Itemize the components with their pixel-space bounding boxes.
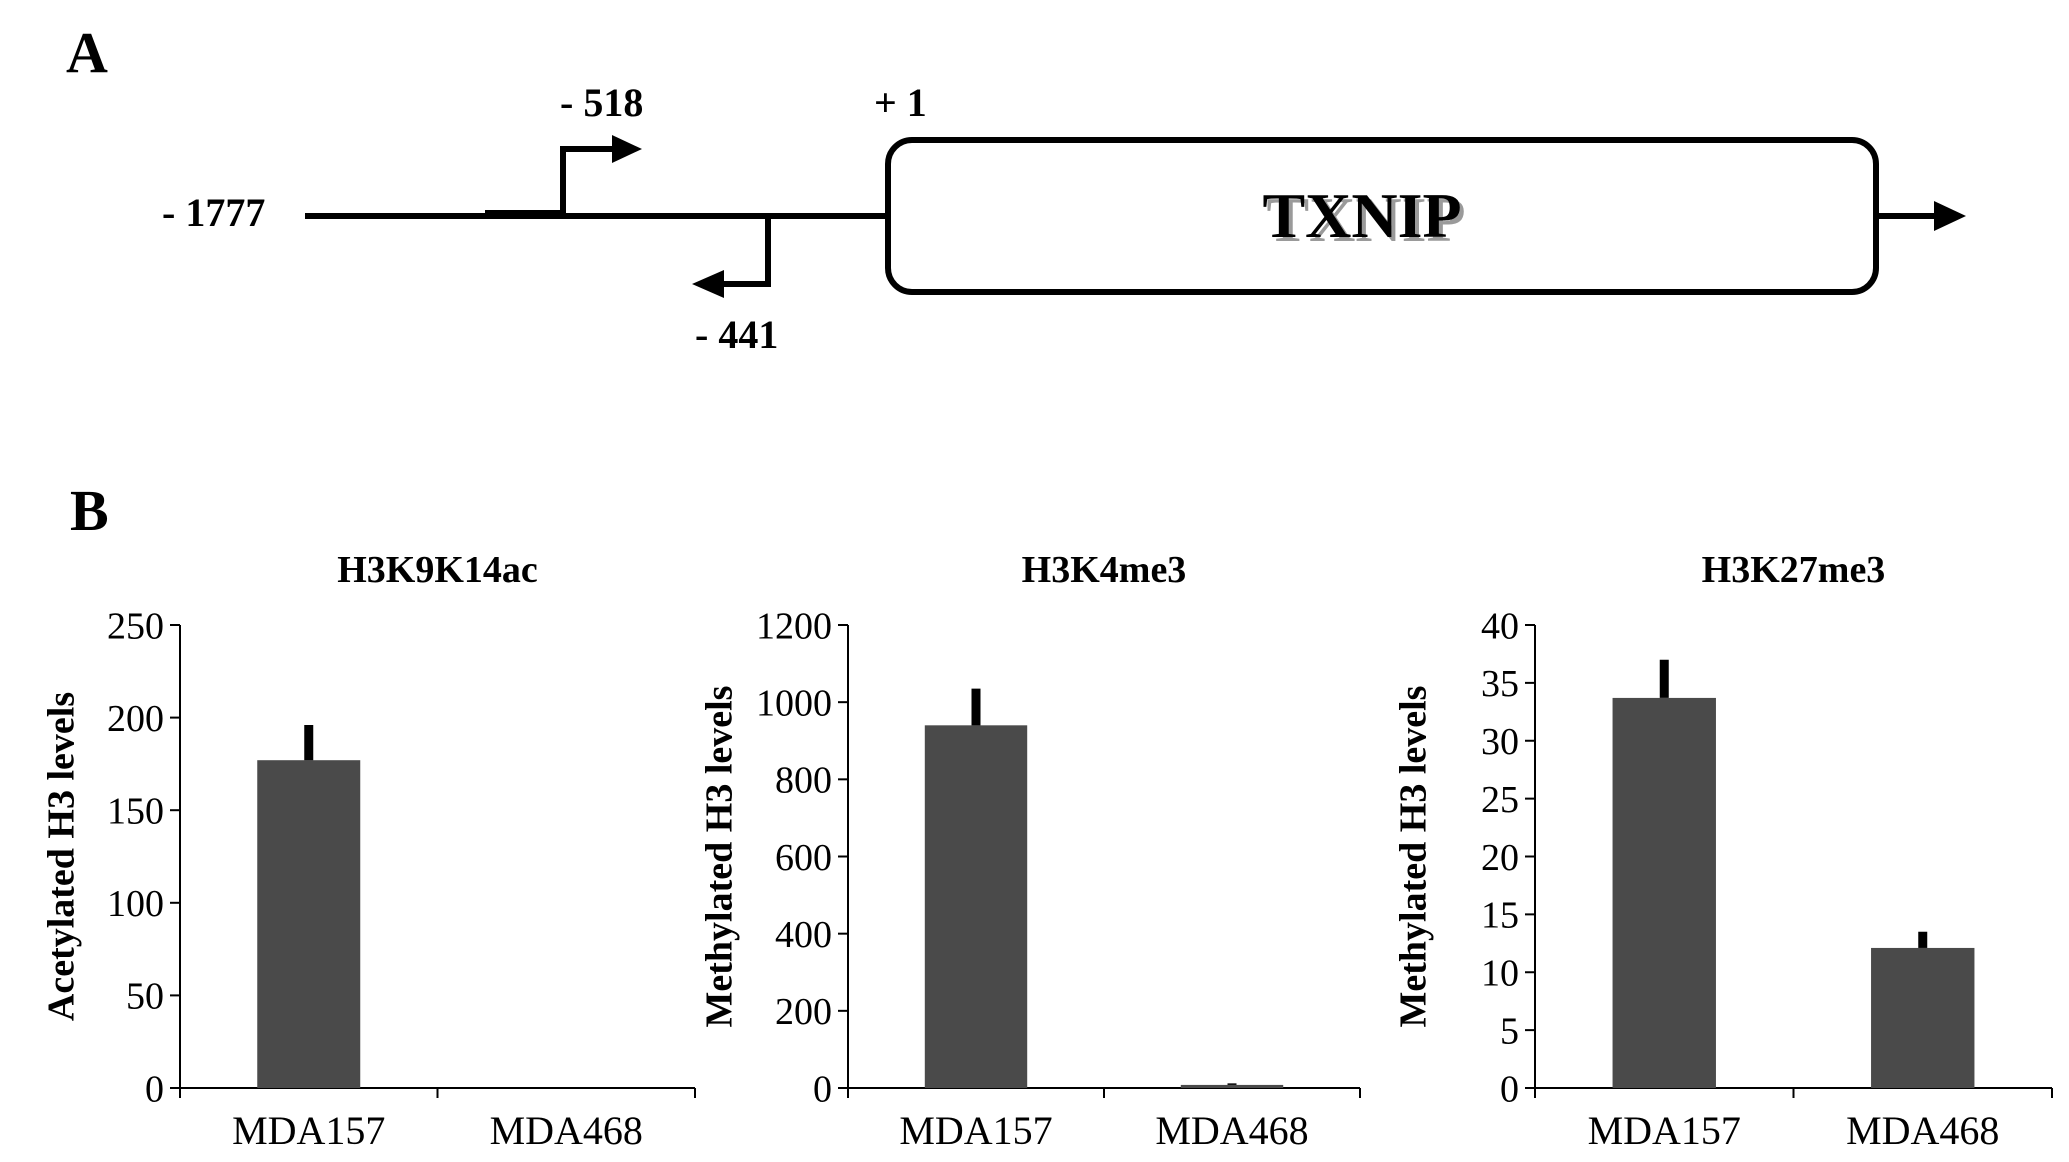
y-tick-label: 150: [107, 791, 164, 833]
reverse-primer-arrowhead: [692, 270, 724, 298]
y-tick-label: 800: [775, 760, 832, 802]
y-tick-label: 0: [145, 1068, 164, 1110]
y-tick-label: 40: [1481, 605, 1519, 647]
bar-mda157: [924, 725, 1028, 1088]
y-tick-label: 10: [1481, 953, 1519, 995]
y-axis-label: Methylated H3 levels: [698, 686, 740, 1028]
chart-title: H3K4me3: [1022, 549, 1187, 591]
x-category-label: MDA468: [1155, 1108, 1308, 1153]
y-tick-label: 0: [813, 1068, 832, 1110]
gene-name-shadow: TXNIP: [1266, 184, 1465, 255]
forward-primer-label: - 518: [560, 80, 643, 125]
chart-3: H3K27me3 Methylated H3 levels 0 5 10 15 20 25 30…: [1392, 549, 2053, 1153]
y-tick-label: 30: [1481, 721, 1519, 763]
y-tick-label: 20: [1481, 837, 1519, 879]
y-axis-label: Methylated H3 levels: [1392, 686, 1434, 1028]
y-tick-label: 15: [1481, 895, 1519, 937]
y-tick-label: 1000: [756, 682, 832, 724]
gene-name: TXNIP: [1262, 180, 1461, 251]
y-tick-label: 600: [775, 837, 832, 879]
forward-primer-arrow: [485, 146, 628, 216]
x-category-label: MDA157: [899, 1108, 1052, 1153]
y-tick-label: 5: [1500, 1010, 1519, 1052]
downstream-arrowhead: [1934, 201, 1966, 231]
y-tick-label: 0: [1500, 1068, 1519, 1110]
x-category-label: MDA468: [490, 1108, 643, 1153]
reverse-primer-label: - 441: [695, 312, 778, 357]
bar-mda157: [1612, 697, 1716, 1088]
y-tick-label: 100: [107, 883, 164, 925]
panel-b-letter: B: [70, 478, 109, 543]
chart-2: H3K4me3 Methylated H3 levels 0 200 400 600 800…: [698, 549, 1361, 1153]
forward-primer-arrowhead: [612, 135, 642, 163]
y-tick-label: 1200: [756, 605, 832, 647]
x-category-label: MDA157: [232, 1108, 385, 1153]
chart-title: H3K9K14ac: [337, 549, 538, 591]
bar-mda157: [257, 760, 361, 1088]
reverse-primer-arrow: [708, 219, 771, 287]
y-tick-label: 200: [107, 698, 164, 740]
y-tick-label: 25: [1481, 779, 1519, 821]
y-tick-label: 200: [775, 991, 832, 1033]
panel-a-letter: A: [66, 20, 108, 85]
bar-mda468: [1180, 1084, 1284, 1088]
y-tick-label: 250: [107, 605, 164, 647]
y-tick-label: 400: [775, 914, 832, 956]
x-category-label: MDA157: [1588, 1108, 1741, 1153]
panel-a: A - 1777 - 518 - 441 + 1 TXNIP TXNIP: [66, 20, 1966, 357]
chart-title: H3K27me3: [1702, 549, 1886, 591]
bar-mda468: [1871, 947, 1975, 1088]
x-category-label: MDA468: [1846, 1108, 1999, 1153]
tss-label: + 1: [874, 80, 927, 125]
y-tick-label: 35: [1481, 663, 1519, 705]
start-position-label: - 1777: [162, 190, 265, 235]
y-axis-label: Acetylated H3 levels: [40, 692, 82, 1021]
y-tick-label: 50: [126, 976, 164, 1018]
chart-1: H3K9K14ac Acetylated H3 levels 0 50 100 150 20…: [40, 549, 696, 1153]
